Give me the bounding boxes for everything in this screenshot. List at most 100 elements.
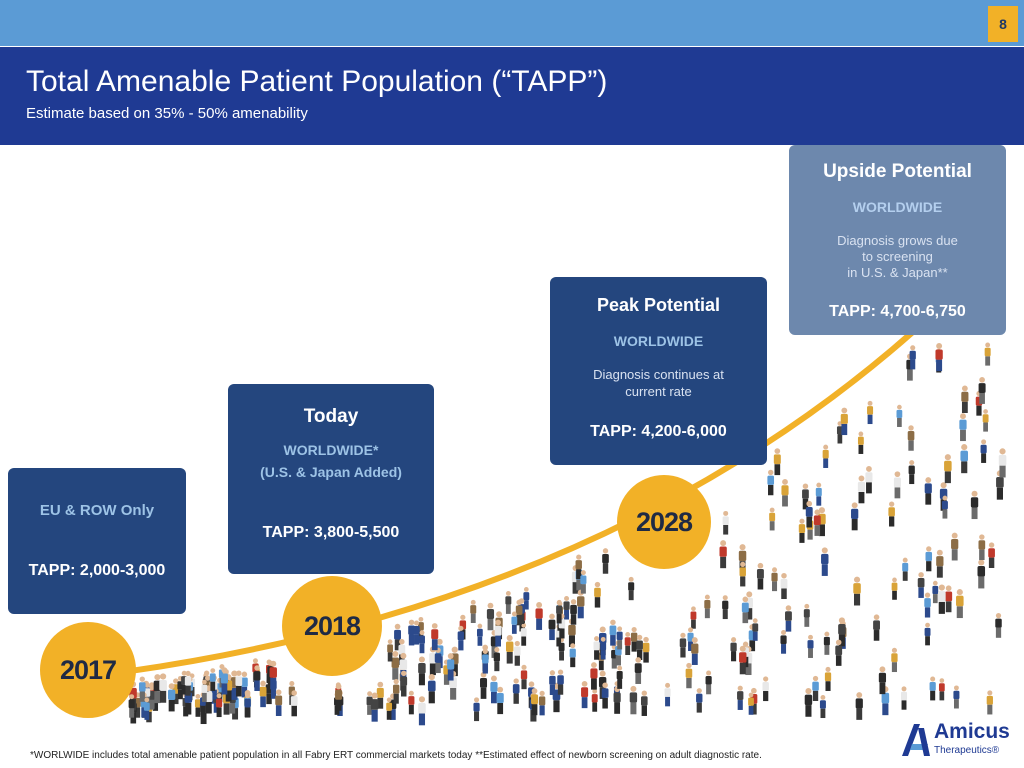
person-figure <box>602 548 609 574</box>
person-figure <box>696 688 703 713</box>
people-layer <box>128 342 1007 726</box>
person-figure <box>511 611 518 634</box>
person-figure <box>909 345 916 370</box>
person-figure <box>253 665 261 691</box>
person-figure <box>978 376 986 404</box>
person-figure <box>575 554 582 580</box>
person-figure <box>581 681 589 709</box>
person-figure <box>628 576 635 601</box>
person-figure <box>956 589 964 619</box>
person-figure <box>630 626 638 652</box>
person-figure <box>259 680 267 708</box>
person-figure <box>896 404 903 427</box>
person-figure <box>679 632 687 658</box>
person-figure <box>194 694 201 717</box>
person-figure <box>944 454 952 484</box>
person-figure <box>570 599 577 625</box>
person-figure <box>600 636 607 660</box>
desc-line3-upside: in U.S. & Japan** <box>847 265 948 280</box>
person-figure <box>642 636 650 663</box>
person-figure <box>335 683 343 711</box>
person-figure <box>719 540 727 569</box>
person-figure <box>413 620 420 645</box>
person-figure <box>945 585 953 613</box>
person-figure <box>819 695 826 719</box>
person-figure <box>391 650 400 680</box>
person-figure <box>932 580 939 604</box>
person-figure <box>813 509 821 536</box>
person-figure <box>418 630 425 654</box>
person-figure <box>447 653 455 681</box>
person-figure <box>857 431 864 454</box>
person-figure <box>496 686 504 715</box>
person-figure <box>938 678 945 701</box>
logo-name: Amicus <box>934 720 1010 743</box>
desc-line2-upside: to screening <box>862 249 933 264</box>
person-figure <box>807 634 814 658</box>
person-figure <box>821 547 829 576</box>
person-figure <box>523 587 530 610</box>
person-figure <box>978 534 986 561</box>
person-figure <box>159 673 167 703</box>
box-upside: Upside Potential WORLDWIDE Diagnosis gro… <box>789 145 1006 335</box>
header-band: Total Amenable Patient Population (“TAPP… <box>0 46 1024 145</box>
person-figure <box>802 483 809 510</box>
person-figure <box>613 686 621 714</box>
person-figure <box>590 662 598 690</box>
person-figure <box>624 631 631 656</box>
person-figure <box>220 667 228 695</box>
person-figure <box>824 666 832 691</box>
person-figure <box>878 666 887 695</box>
person-figure <box>838 617 846 647</box>
person-figure <box>640 690 648 716</box>
person-figure <box>691 637 699 665</box>
person-figure <box>986 690 993 715</box>
person-figure <box>762 676 769 702</box>
person-figure <box>891 577 898 600</box>
person-figure <box>865 466 873 494</box>
person-figure <box>514 640 521 666</box>
person-figure <box>752 618 759 641</box>
person-figure <box>201 679 208 702</box>
person-figure <box>781 479 789 507</box>
person-figure <box>851 502 859 531</box>
person-figure <box>998 448 1007 478</box>
person-figure <box>480 671 488 699</box>
person-figure <box>935 343 943 372</box>
person-figure <box>457 625 465 651</box>
person-figure <box>184 670 192 696</box>
person-figure <box>387 639 393 662</box>
person-figure <box>929 676 936 701</box>
region-worldwide-upside: WORLDWIDE <box>852 199 943 215</box>
person-figure <box>538 690 546 716</box>
person-figure <box>591 688 598 712</box>
milestone-2017: 2017 <box>40 622 136 718</box>
slide-title: Total Amenable Patient Population (“TAPP… <box>26 65 608 98</box>
person-figure <box>418 696 426 726</box>
person-figure <box>970 490 979 520</box>
person-figure <box>959 413 967 442</box>
desc-line1-2028: Diagnosis continues at <box>593 367 724 382</box>
person-figure <box>290 690 298 717</box>
person-figure <box>888 501 895 527</box>
person-figure <box>960 444 969 474</box>
person-figure <box>209 668 216 691</box>
person-figure <box>902 557 909 581</box>
person-figure <box>593 636 600 660</box>
person-figure <box>780 629 787 654</box>
person-figure <box>773 448 781 476</box>
person-figure <box>580 570 587 594</box>
person-figure <box>241 671 248 698</box>
person-figure <box>515 599 523 626</box>
person-figure <box>477 623 483 646</box>
company-logo: Amicus Therapeutics® <box>898 720 1014 760</box>
person-figure <box>853 576 861 606</box>
person-figure <box>739 561 746 587</box>
person-figure <box>275 689 283 716</box>
person-figure <box>482 648 489 674</box>
footnote: *WORLWIDE includes total amenable patien… <box>30 750 762 761</box>
person-figure <box>512 678 520 704</box>
person-figure <box>756 562 764 590</box>
person-figure <box>855 692 863 720</box>
